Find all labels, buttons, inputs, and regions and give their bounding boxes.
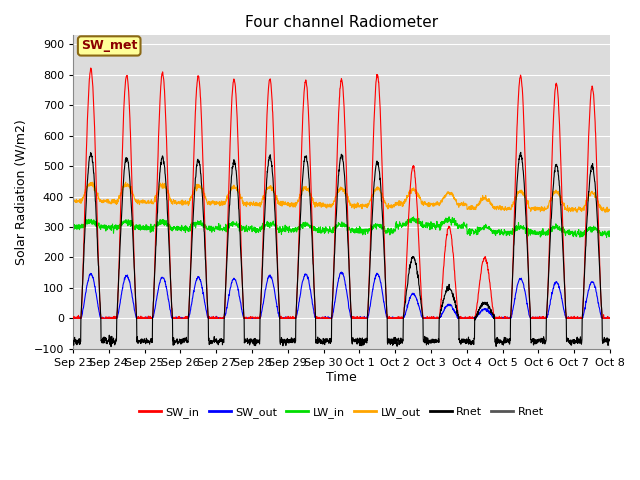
Title: Four channel Radiometer: Four channel Radiometer: [245, 15, 438, 30]
Y-axis label: Solar Radiation (W/m2): Solar Radiation (W/m2): [15, 119, 28, 265]
Legend: SW_in, SW_out, LW_in, LW_out, Rnet, Rnet: SW_in, SW_out, LW_in, LW_out, Rnet, Rnet: [134, 403, 548, 423]
Text: SW_met: SW_met: [81, 39, 138, 52]
X-axis label: Time: Time: [326, 371, 357, 384]
